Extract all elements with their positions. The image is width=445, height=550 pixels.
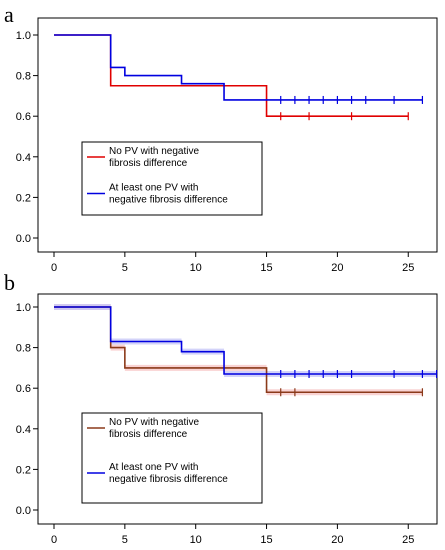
x-tick-label: 0 [51,262,57,274]
legend-box [81,412,263,504]
x-tick-label: 15 [260,534,272,546]
legend-label: fibrosis difference [109,429,188,440]
legend-label: negative fibrosis difference [109,474,228,485]
legend-label: No PV with negative [109,146,199,157]
plot-frame [37,17,438,253]
series-1-line [54,34,423,101]
y-tick-label: 0.4 [16,152,31,164]
y-tick-label: 0.2 [16,192,31,204]
series-0-band [54,304,423,396]
series-0-line [54,34,409,117]
panel-letter-b: b [4,270,15,295]
plot-frame [37,293,438,525]
y-tick-label: 0.2 [16,464,31,476]
legend-label: negative fibrosis difference [109,195,228,206]
series-1-band [54,304,437,377]
y-tick-label: 0.6 [16,383,31,395]
y-tick-label: 0.0 [16,505,31,517]
legend-label: At least one PV with [109,183,199,194]
chart-panel-b: 0.0 0.2 0.4 0.6 0.8 1.0 0 5 10 15 20 25 No PV with n… [16,293,438,546]
legend-box [81,141,263,216]
x-tick-label: 5 [122,262,128,274]
x-tick-label: 25 [402,534,414,546]
x-tick-label: 5 [122,534,128,546]
y-tick-label: 1.0 [16,302,31,314]
y-tick-label: 0.8 [16,343,31,355]
legend-label: fibrosis difference [109,158,188,169]
x-tick-label: 15 [260,262,272,274]
x-tick-label: 20 [331,262,343,274]
legend-label: At least one PV with [109,462,199,473]
y-tick-label: 0.0 [16,233,31,245]
y-tick-label: 1.0 [16,30,31,42]
y-tick-label: 0.6 [16,111,31,123]
x-tick-label: 10 [190,534,202,546]
series-0-line [54,306,423,394]
x-tick-label: 20 [331,534,343,546]
x-tick-label: 10 [190,262,202,274]
x-tick-label: 0 [51,534,57,546]
y-tick-label: 0.4 [16,424,31,436]
series-1-line [54,306,437,375]
x-tick-label: 25 [402,262,414,274]
chart-panel-a: 0.0 0.2 0.4 0.6 0.8 1.0 0 5 10 15 20 25 No PV with n… [16,17,438,274]
panel-letter-a: a [4,2,14,27]
legend-label: No PV with negative [109,417,199,428]
y-tick-label: 0.8 [16,71,31,83]
